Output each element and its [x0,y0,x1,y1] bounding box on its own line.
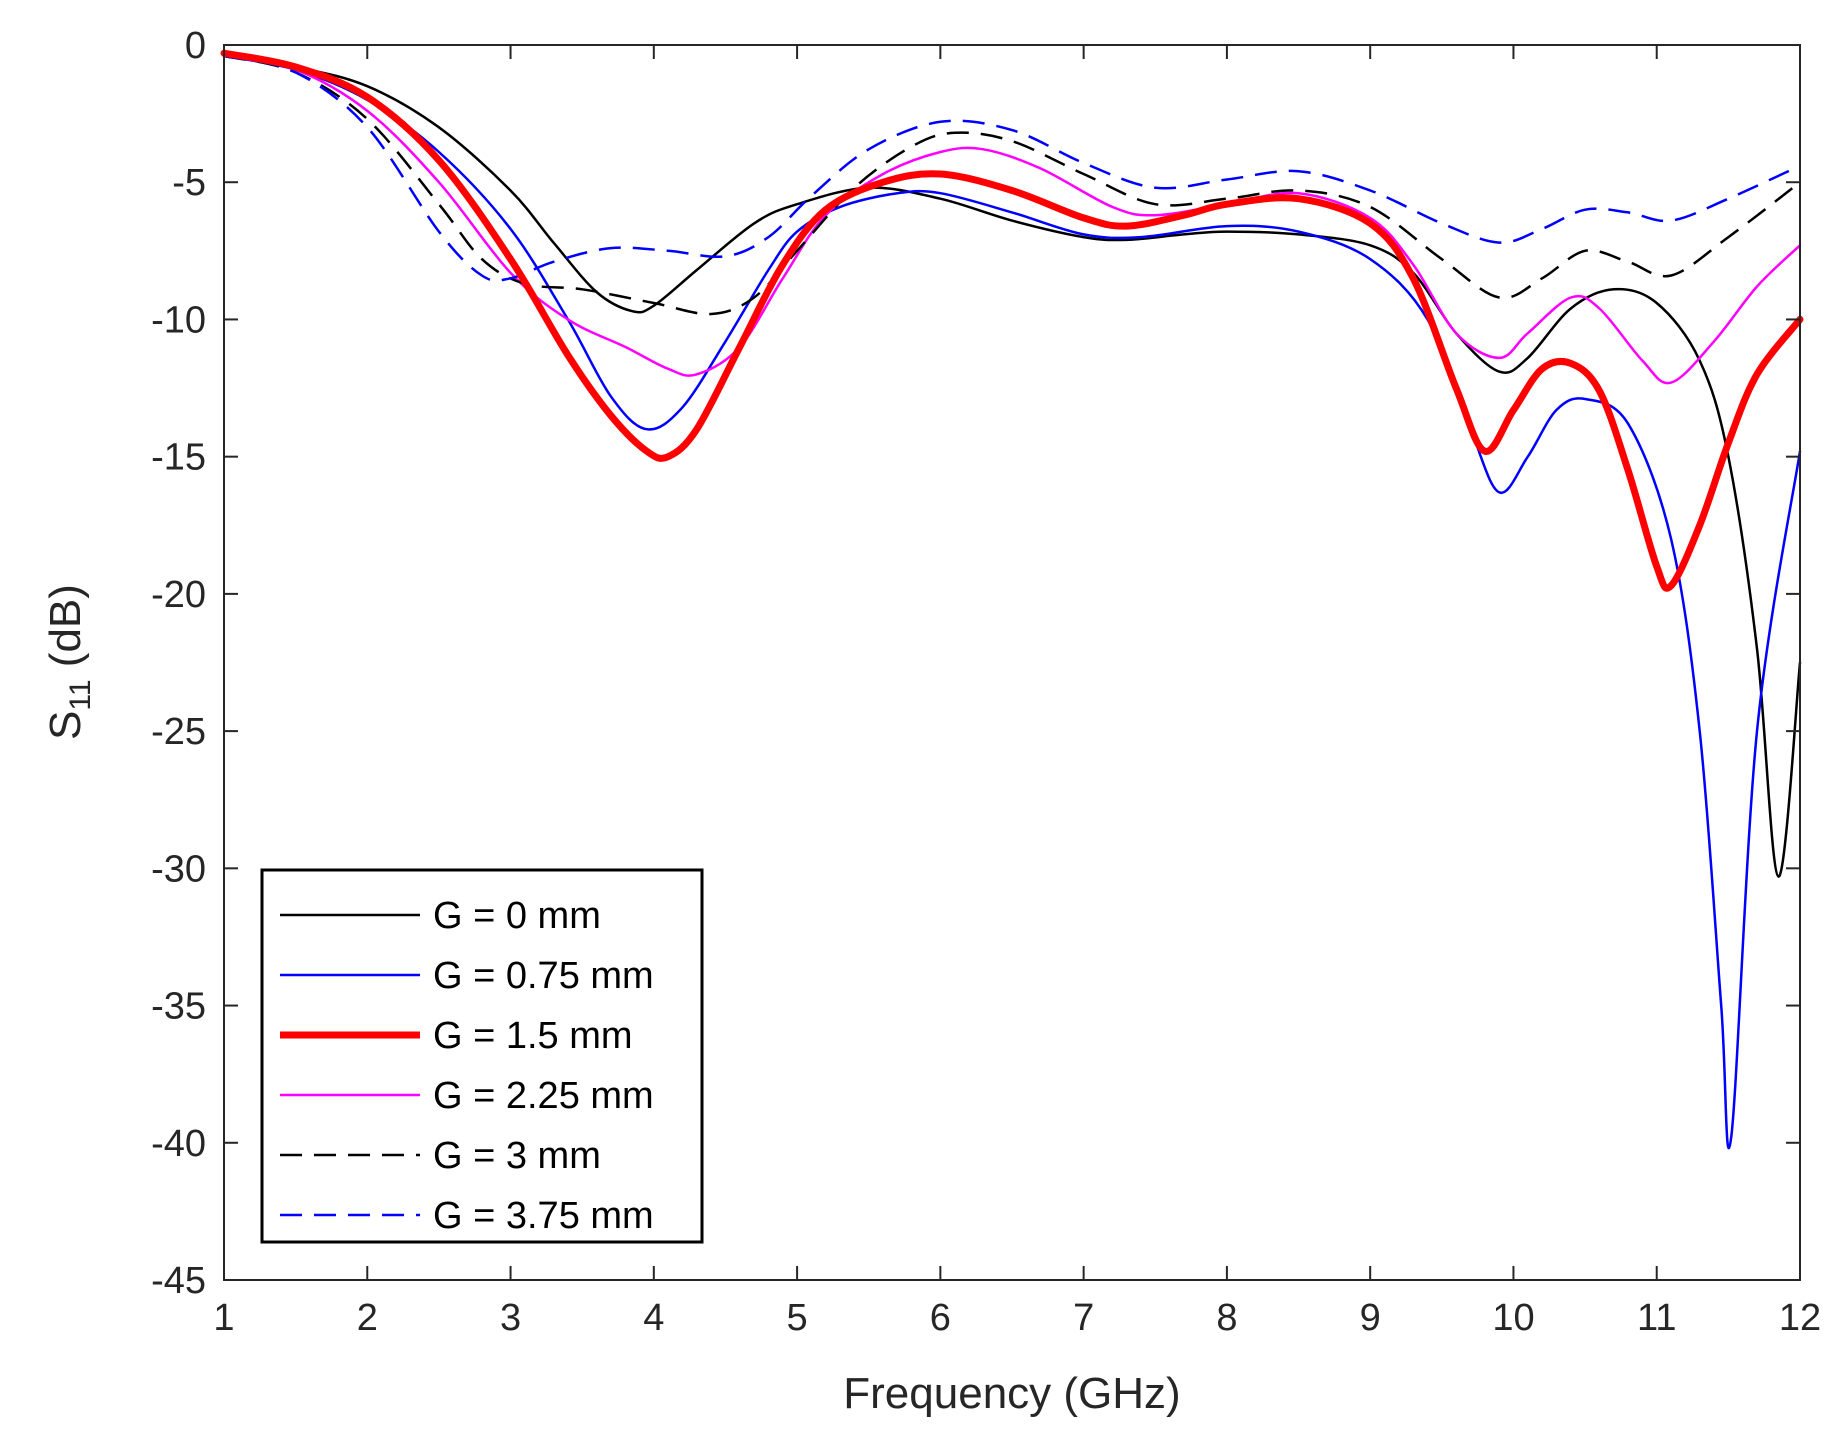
x-axis-label: Frequency (GHz) [843,1369,1180,1418]
legend-label-g-2-25-mm: G = 2.25 mm [433,1075,654,1117]
legend-label-g-3-mm: G = 3 mm [433,1135,601,1177]
y-tick-label: -25 [151,711,206,753]
y-tick-label: -5 [172,162,206,204]
series-layer [220,49,1804,1150]
series-line-g-0-75-mm [222,54,1802,1150]
series-line-g-3-mm [223,54,1801,316]
y-tick-label: -40 [151,1123,206,1165]
series-line-g-1-5-mm [220,49,1804,592]
x-tick-label: 10 [1492,1297,1534,1339]
x-tick-label: 11 [1637,1297,1676,1339]
x-tick-label: 2 [357,1297,378,1339]
legend-label-g-1-5-mm: G = 1.5 mm [433,1015,633,1057]
legend-label-g-3-75-mm: G = 3.75 mm [433,1195,654,1237]
legend: G = 0 mm G = 0.75 mm G = 1.5 mm G = 2.25 mm… [260,868,704,1244]
y-tick-label: -10 [151,299,206,341]
legend-label-g-0-75-mm: G = 0.75 mm [433,955,654,997]
ticks-layer: 1 2 3 4 5 6 7 8 9 10 11 120-5-10-15-20-25-30-35-40-… [151,25,1821,1339]
y-tick-label: -15 [151,437,206,479]
y-axis-label-main: S [41,711,90,740]
y-tick-label: -30 [151,848,206,890]
series-line-g-3-75-mm [223,54,1801,282]
x-tick-label: 1 [213,1297,234,1339]
series-line-g-0-mm [222,54,1802,878]
x-tick-label: 9 [1360,1297,1381,1339]
y-tick-label: -20 [151,574,206,616]
plot-area-frame [223,44,1801,1281]
legend-label-g-0-mm: G = 0 mm [433,895,601,937]
x-tick-label: 12 [1779,1297,1821,1339]
x-tick-label: 4 [643,1297,664,1339]
y-axis-label-unit: (dB) [41,584,90,679]
legend-box [260,868,704,1244]
x-tick-label: 6 [930,1297,951,1339]
x-tick-label: 3 [500,1297,521,1339]
x-tick-label: 7 [1073,1297,1094,1339]
x-tick-label: 5 [787,1297,808,1339]
x-tick-label: 8 [1216,1297,1237,1339]
y-tick-label: -45 [151,1260,206,1302]
series-line-g-2-25-mm [222,54,1802,385]
y-axis-label-subscript: 11 [64,679,97,710]
y-axis-label: S11 (dB) [41,584,97,740]
y-tick-label: 0 [185,25,206,67]
y-tick-label: -35 [151,986,206,1028]
